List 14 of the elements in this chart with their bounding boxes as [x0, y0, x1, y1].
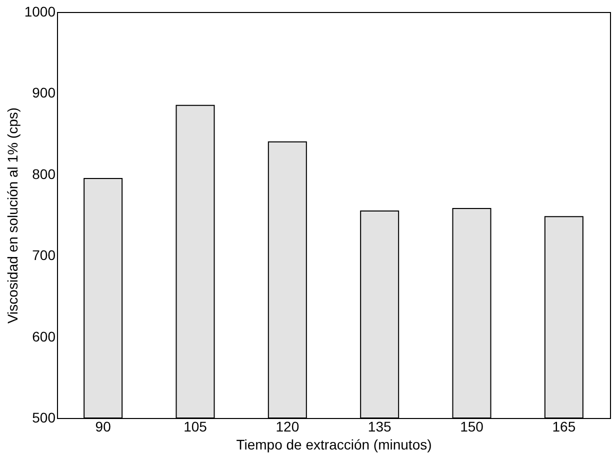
x-tick-label: 150 [460, 418, 484, 434]
y-tick-label: 700 [32, 247, 56, 264]
x-tick-label: 120 [276, 418, 300, 434]
y-tick-label: 900 [32, 84, 56, 101]
x-tick-label: 165 [552, 418, 576, 434]
y-tick-label: 1000 [24, 4, 56, 20]
x-tick-label: 105 [184, 418, 208, 434]
y-tick-label: 500 [32, 410, 56, 426]
x-tick-label: 90 [95, 418, 112, 434]
y-axis-title: Viscosidad en solución al 1% (cps) [4, 107, 20, 324]
y-tick-label: 800 [32, 166, 56, 182]
x-axis-title: Tiempo de extracción (minutos) [236, 436, 432, 452]
x-tick-label: 135 [368, 418, 392, 434]
y-tick-label: 600 [32, 328, 56, 344]
